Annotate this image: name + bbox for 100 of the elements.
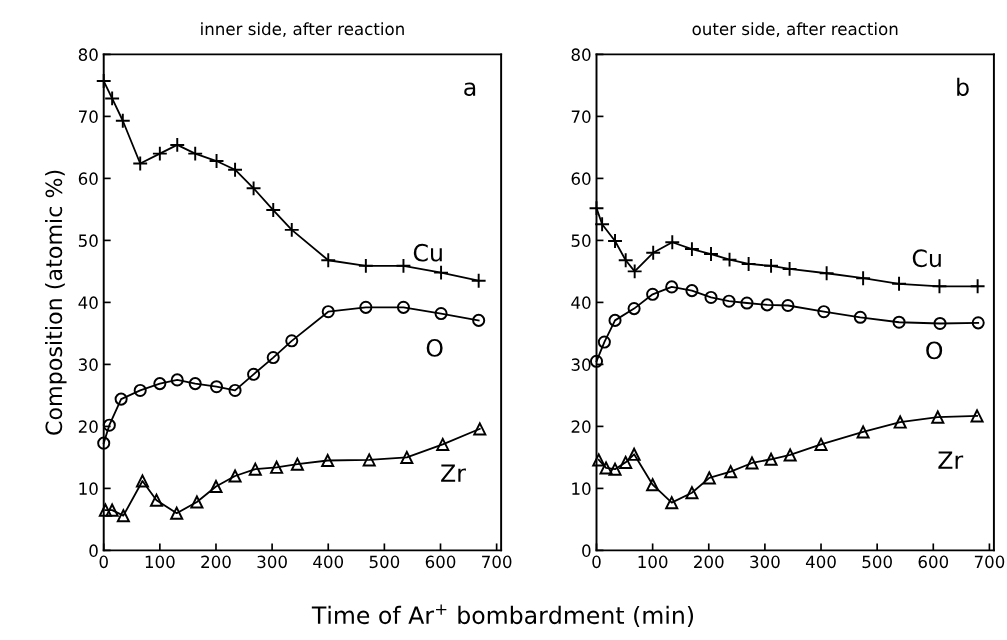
point [395,257,412,274]
point [436,437,450,451]
point [664,234,681,251]
chart-title: inner side, after reaction [201,22,404,37]
x-tick-label: 200 [201,555,231,569]
point [763,257,779,274]
x-tick-label: 0 [592,555,601,569]
x-tick-label: 600 [918,555,949,569]
point [169,137,186,153]
x-tick-label: 500 [862,555,892,569]
point [151,145,168,162]
point [853,310,867,324]
point [855,270,872,287]
point [724,465,738,479]
point [266,351,280,365]
point [357,257,374,274]
series-label: Cu [912,249,941,268]
y-tick-label: 30 [571,358,591,371]
point [98,503,112,517]
y-tick-label: 70 [79,110,98,123]
series-label: Zr [938,451,964,469]
y-tick-label: 40 [571,296,591,309]
point [190,495,204,509]
point [283,221,300,238]
point [434,307,448,321]
y-tick-label: 10 [572,482,591,495]
point [617,252,634,269]
x-tick-label: 300 [750,555,780,569]
point [608,462,622,476]
y-tick-label: 80 [571,48,591,61]
point [290,457,304,471]
y-tick-label: 0 [89,544,98,557]
series-label: Cu [413,243,442,262]
x-axis-title: Time of Ar$^{+}$ bombardment (min) [311,604,694,627]
point [227,161,243,178]
point [817,305,831,319]
annotation: a [464,82,476,96]
point [209,480,223,494]
point [702,471,716,485]
point [931,278,948,295]
x-tick-label: 700 [974,555,1005,569]
x-tick-label: 200 [694,555,724,569]
y-tick-label: 20 [571,420,591,433]
point [228,469,242,483]
point [893,415,907,429]
point [133,383,147,397]
point [135,474,149,488]
y-tick-label: 10 [79,482,98,495]
x-tick-label: 300 [257,555,287,569]
point [665,280,679,294]
point [685,486,699,500]
point [856,425,870,439]
point [597,335,611,349]
point [627,447,641,461]
point [665,496,679,510]
point [105,503,119,517]
x-tick-label: 0 [99,555,108,569]
point [433,264,449,281]
point [472,313,486,327]
point [740,296,754,310]
point [149,493,164,507]
point [646,478,660,492]
y-tick-label: 20 [78,420,98,433]
point [594,216,611,233]
x-tick-label: 400 [313,555,344,569]
point [969,278,986,295]
point [745,456,759,470]
series-label: O [926,341,943,360]
point [102,418,116,432]
point [116,509,130,523]
point [132,155,149,172]
x-tick-label: 600 [425,555,456,569]
series-label: O [426,338,443,357]
point [470,272,487,289]
point [607,233,623,249]
point [270,460,284,474]
point [359,300,373,314]
point [760,298,774,312]
y-tick-label: 30 [78,358,98,371]
x-tick-label: 100 [638,555,668,569]
point [285,334,299,348]
y-tick-label: 40 [78,296,98,309]
y-axis-title: Composition (atomic %) [45,170,67,435]
point [971,316,985,330]
point [210,380,224,394]
point [646,287,660,301]
point [114,392,128,406]
point [248,462,262,476]
point [740,256,757,272]
point [97,436,111,450]
point [891,275,907,292]
point [764,452,778,466]
point [245,180,262,197]
point [619,455,633,469]
y-tick-label: 60 [571,172,591,185]
annotation: b [957,77,969,96]
point [892,315,906,329]
point [626,263,643,280]
point [970,409,984,423]
x-tick-label: 100 [145,555,175,569]
